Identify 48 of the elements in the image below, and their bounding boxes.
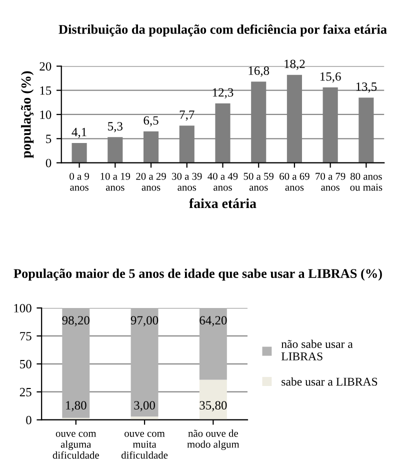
x-axis-title: faixa etária	[189, 198, 256, 208]
legend-label: não sabe usar a LIBRAS	[281, 340, 353, 360]
bar	[62, 308, 90, 418]
data-label: 97,00	[130, 316, 158, 326]
y-tick-label: 50	[20, 360, 32, 368]
data-label: 5,3	[108, 122, 122, 132]
bar	[72, 142, 87, 163]
data-label: 13,5	[356, 82, 377, 93]
x-tick-label: 30 a 39 anos	[172, 172, 202, 191]
y-tick-label: 25	[20, 388, 32, 396]
data-label: 3,00	[134, 401, 155, 412]
data-label: 7,7	[180, 110, 194, 121]
y-tick-label: 20	[40, 62, 52, 71]
bar	[130, 308, 158, 416]
x-tick-label: ouve com muita dificuldade	[121, 432, 168, 459]
y-tick-label: 15	[40, 86, 52, 95]
legend-label: sabe usar a LIBRAS	[282, 377, 378, 386]
x-tick-label: 80 anos ou mais	[350, 172, 382, 191]
data-label: 4,1	[72, 128, 86, 138]
x-tick-label: 60 a 69 anos	[280, 172, 310, 191]
data-label: 12,3	[212, 88, 234, 98]
data-label: 35,80	[200, 401, 227, 412]
x-tick-label: 50 a 59 anos	[244, 172, 274, 191]
bar	[199, 308, 227, 380]
chart-title: População maior de 5 anos de idade que sabe usar a LIBRAS (%)	[14, 268, 382, 281]
y-tick-label: 100	[14, 304, 32, 312]
x-tick-label: não ouve de modo algum	[187, 430, 240, 450]
bar	[199, 380, 227, 420]
y-tick-label: 0	[46, 158, 52, 168]
chart-title: Distribuição da população com deficiência por faixa etária	[58, 24, 387, 37]
x-tick-label: 20 a 29 anos	[136, 172, 166, 191]
data-label: 1,80	[66, 401, 86, 412]
x-tick-label: 40 a 49 anos	[208, 172, 238, 191]
x-tick-label: ouve com alguma dificuldade	[52, 432, 99, 459]
data-label: 64,20	[200, 316, 227, 326]
y-tick-label: 10	[40, 110, 52, 119]
data-label: 16,8	[248, 66, 270, 77]
x-tick-label: 70 a 79 anos	[316, 172, 346, 191]
data-label: 98,20	[62, 316, 90, 326]
x-tick-label: 10 a 19 anos	[100, 172, 130, 191]
y-tick-label: 5	[46, 134, 52, 144]
x-tick-label: 0 a 9 anos	[70, 172, 90, 191]
y-axis-title: população (%)	[20, 71, 34, 158]
data-label: 6,5	[144, 116, 158, 126]
data-label: 15,6	[320, 72, 341, 83]
y-tick-label: 0	[26, 416, 32, 424]
data-label: 18,2	[284, 60, 305, 70]
y-tick-label: 75	[20, 332, 32, 340]
